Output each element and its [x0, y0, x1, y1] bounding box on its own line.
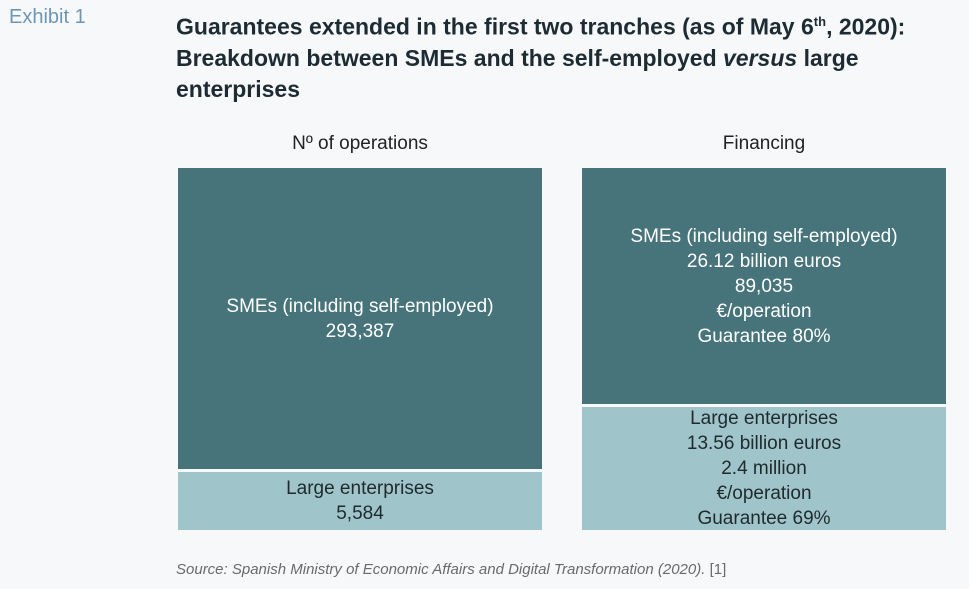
source-ref: [1] — [709, 561, 727, 578]
data-label-line: 293,387 — [325, 320, 395, 342]
title-superscript: th — [813, 14, 827, 29]
data-label: SMEs (including self-employed) 293,387 — [226, 294, 493, 344]
panel-title-2: Financing — [722, 133, 806, 154]
data-label-line: 2.4 million — [721, 458, 807, 480]
title-part2: , 2020): Breakdown between SMEs and the … — [176, 13, 906, 71]
data-label: Large enterprises 13.56 billion euros 2.4 … — [687, 406, 841, 531]
block-large-2: Large enterprises 13.56 billion euros 2.4 … — [582, 407, 946, 530]
data-label-line: Large enterprises — [286, 478, 434, 499]
chart-title: Guarantees extended in the first two tra… — [176, 6, 956, 105]
data-label-line: Guarantee 80% — [697, 325, 831, 347]
data-label-line: €/operation — [716, 300, 812, 322]
data-label-line: €/operation — [716, 483, 812, 505]
title-part3: large enterprises — [176, 44, 859, 102]
source-note: Source: Spanish Ministry of Economic Aff… — [176, 561, 726, 578]
source-text: Source: Spanish Ministry of Economic Aff… — [176, 561, 706, 578]
data-label-line: SMEs (including self-employed) — [630, 225, 898, 247]
data-label: Large enterprises 5,584 — [286, 476, 434, 526]
data-label-line: 13.56 billion euros — [686, 433, 842, 455]
data-label-line: 26.12 billion euros — [686, 250, 842, 272]
data-label-line: Guarantee 69% — [697, 508, 831, 530]
title-italic: versus — [723, 44, 798, 71]
block-sme-2: SMEs (including self-employed) 26.12 bill… — [582, 168, 946, 405]
data-label-line: 5,584 — [336, 503, 384, 524]
data-label: SMEs (including self-employed) 26.12 bill… — [630, 224, 897, 349]
panel-title-1: Nº of operations — [292, 133, 428, 154]
block-sme-1: SMEs (including self-employed) 293,387 — [178, 168, 542, 469]
title-part1: Guarantees extended in the first two tra… — [176, 13, 814, 40]
data-label-line: 89,035 — [734, 275, 794, 297]
data-label-line: Large enterprises — [690, 408, 838, 430]
block-large-1: Large enterprises 5,584 — [178, 472, 542, 530]
exhibit-label: Exhibit 1 — [9, 6, 86, 28]
data-label-line: SMEs (including self-employed) — [226, 295, 494, 317]
